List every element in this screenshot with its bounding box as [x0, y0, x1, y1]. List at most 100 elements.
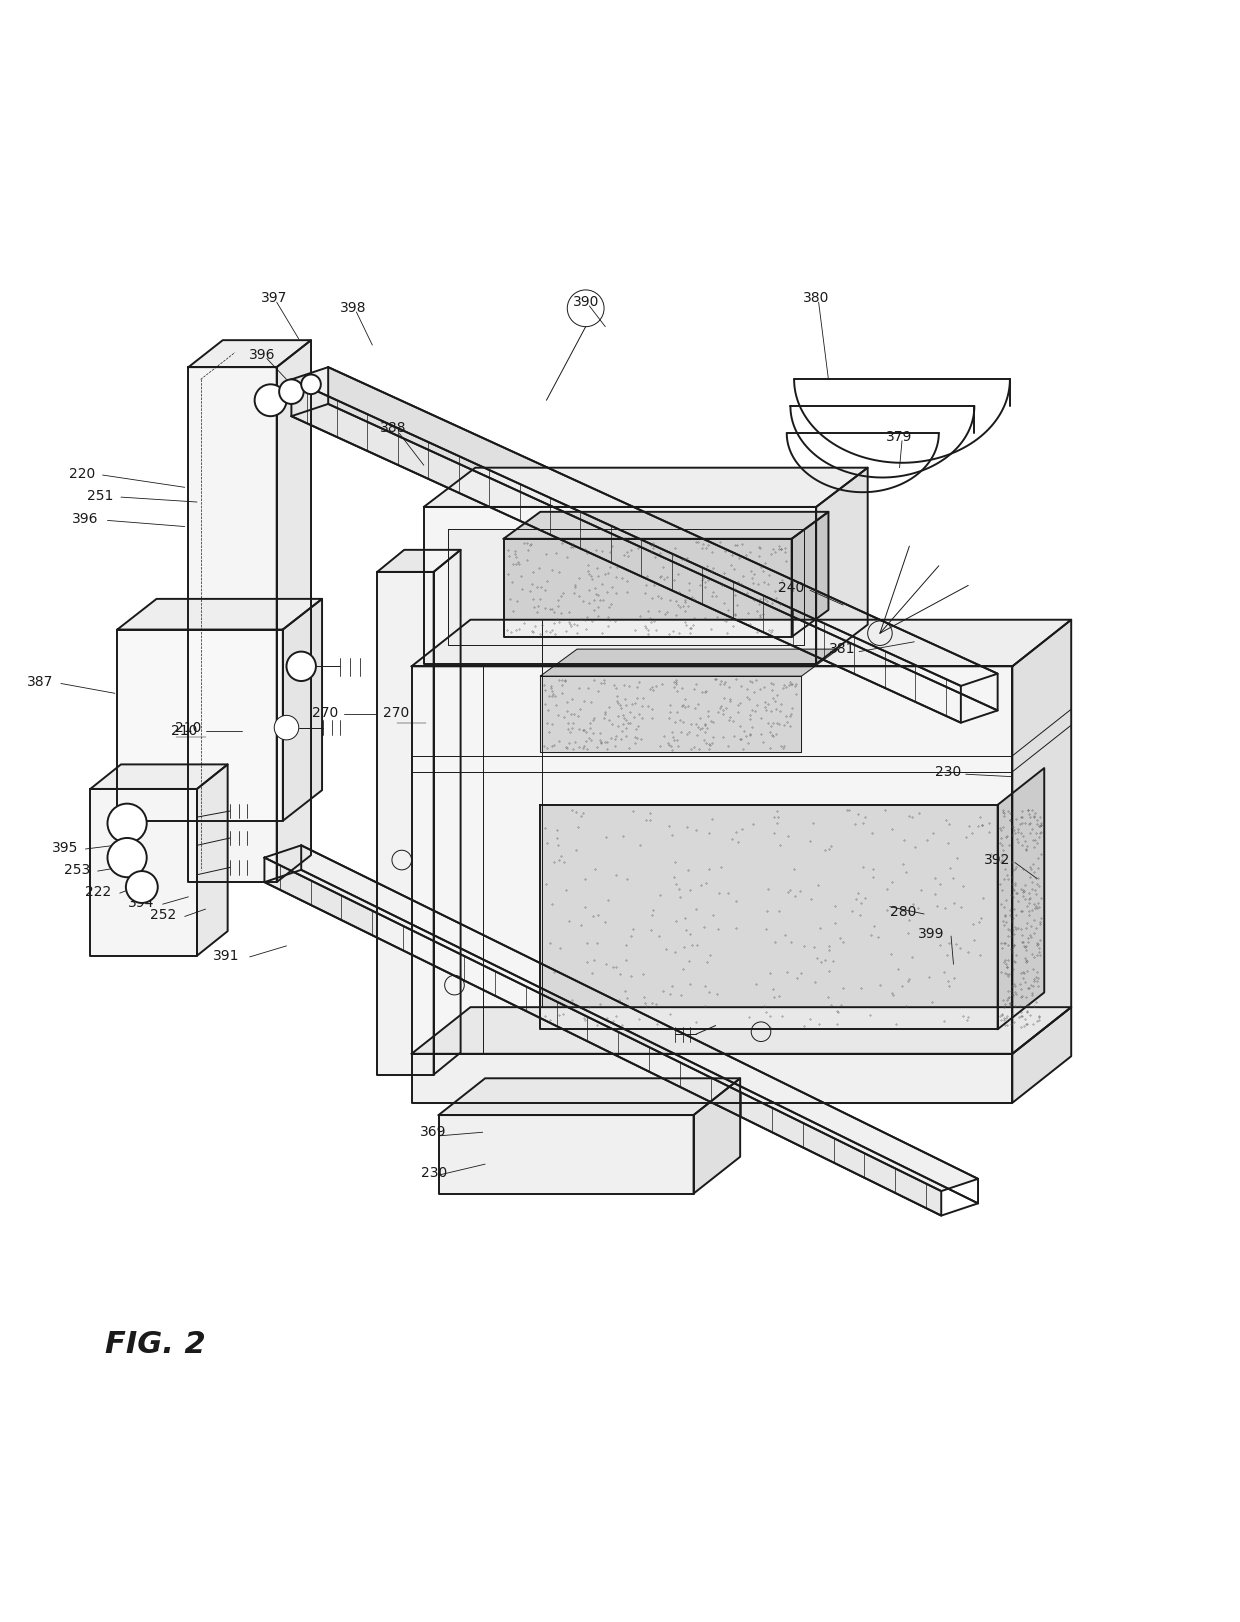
- Point: [1022, 869, 1042, 895]
- Point: [1008, 915, 1028, 941]
- Point: [993, 800, 1013, 826]
- Point: [1027, 1009, 1047, 1035]
- Point: [572, 803, 591, 829]
- Point: [897, 858, 916, 884]
- Point: [570, 696, 590, 722]
- Point: [608, 691, 627, 717]
- Point: [565, 730, 585, 756]
- Point: [497, 537, 517, 563]
- Point: [831, 925, 851, 950]
- Point: [717, 620, 737, 646]
- Point: [1022, 941, 1042, 967]
- Point: [970, 805, 990, 830]
- Point: [616, 947, 636, 973]
- Point: [583, 608, 603, 634]
- Point: [1016, 915, 1035, 941]
- Point: [856, 805, 875, 830]
- Point: [549, 667, 569, 693]
- Point: [1023, 993, 1043, 1019]
- Point: [663, 727, 683, 753]
- Point: [693, 564, 713, 590]
- Polygon shape: [412, 1007, 1071, 1054]
- Point: [800, 827, 820, 853]
- Point: [534, 691, 554, 717]
- Point: [546, 693, 565, 719]
- Point: [692, 568, 712, 594]
- Point: [684, 696, 704, 722]
- Point: [970, 942, 990, 968]
- Point: [636, 581, 656, 607]
- Point: [786, 965, 806, 991]
- Point: [818, 985, 838, 1011]
- Text: 230: 230: [420, 1166, 446, 1179]
- Point: [673, 709, 693, 735]
- Point: [992, 817, 1012, 843]
- Point: [620, 710, 640, 736]
- Point: [740, 611, 760, 637]
- Point: [925, 865, 945, 890]
- Point: [580, 710, 600, 736]
- Point: [1028, 889, 1048, 915]
- Point: [706, 584, 725, 610]
- Circle shape: [108, 839, 146, 878]
- Point: [769, 712, 789, 738]
- Point: [1017, 1011, 1037, 1036]
- Point: [515, 530, 534, 556]
- Point: [1002, 865, 1022, 890]
- Point: [618, 579, 637, 605]
- Point: [599, 594, 619, 620]
- Point: [738, 600, 758, 626]
- Point: [918, 827, 937, 853]
- Point: [993, 837, 1013, 863]
- Point: [668, 876, 688, 902]
- Point: [536, 816, 556, 842]
- Point: [703, 709, 723, 735]
- Point: [750, 676, 770, 702]
- Point: [769, 577, 789, 603]
- Point: [528, 594, 548, 620]
- Point: [1028, 931, 1048, 957]
- Point: [672, 675, 692, 701]
- Point: [539, 929, 559, 955]
- Point: [605, 733, 625, 759]
- Point: [998, 916, 1018, 942]
- Point: [994, 1006, 1014, 1032]
- Point: [1006, 980, 1025, 1006]
- Point: [715, 608, 735, 634]
- Point: [833, 975, 853, 1001]
- Point: [590, 991, 610, 1017]
- Point: [619, 673, 639, 699]
- Point: [1016, 934, 1035, 960]
- Point: [529, 555, 549, 581]
- Point: [541, 595, 560, 621]
- Point: [771, 535, 791, 561]
- Point: [599, 887, 619, 913]
- Point: [1003, 878, 1023, 903]
- Point: [737, 579, 756, 605]
- Point: [1018, 929, 1038, 955]
- Point: [719, 686, 739, 712]
- Point: [997, 960, 1017, 986]
- Polygon shape: [424, 467, 868, 508]
- Point: [768, 811, 787, 837]
- Point: [999, 962, 1019, 988]
- Polygon shape: [791, 513, 828, 637]
- Point: [1014, 887, 1034, 913]
- Point: [506, 616, 526, 642]
- Point: [642, 902, 662, 928]
- Point: [556, 878, 575, 903]
- Point: [604, 672, 624, 697]
- Point: [1009, 1004, 1029, 1030]
- Point: [557, 689, 577, 715]
- Point: [801, 887, 821, 913]
- Point: [694, 569, 714, 595]
- Point: [662, 822, 682, 848]
- Point: [1014, 1006, 1034, 1032]
- Point: [675, 608, 694, 634]
- Point: [997, 986, 1017, 1012]
- Point: [1001, 916, 1021, 942]
- Polygon shape: [283, 599, 322, 821]
- Point: [1022, 816, 1042, 842]
- Point: [650, 882, 670, 908]
- Point: [755, 586, 775, 611]
